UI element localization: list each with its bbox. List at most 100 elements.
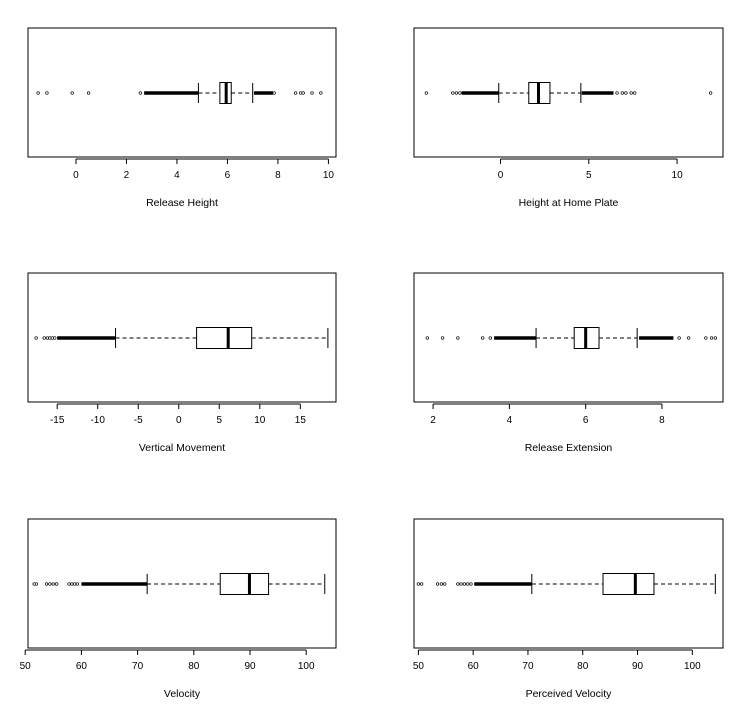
outlier-point [454,91,459,95]
x-tick-label: 100 [684,661,701,672]
outlier-point [677,336,681,340]
x-tick-label: 6 [225,170,231,181]
outlier-point [435,582,440,586]
outlier-point [42,336,46,340]
x-tick-label: 80 [577,661,589,672]
outlier-point [34,336,38,340]
outlier-point [456,582,460,586]
outlier-point [462,582,467,586]
outlier-point [34,582,39,586]
x-tick-label: 100 [298,661,315,672]
x-tick-label: 8 [275,170,281,181]
outlier-point [709,336,714,340]
x-tick-label: 5 [586,170,592,181]
x-tick-label: 80 [188,661,200,672]
x-tick-label: 90 [244,661,256,672]
panel-release-extension: 2 4 6 8 Release Extension [413,272,724,454]
x-tick-label: 70 [132,661,144,672]
x-tick-label: 10 [672,170,684,181]
outlier-point [48,582,52,586]
outlier-point [416,582,421,586]
iqr-box [602,573,655,595]
outlier-point [53,336,57,340]
outlier-point [36,91,40,95]
x-tick-label: 70 [522,661,534,672]
x-tick-label: 50 [413,661,425,672]
x-tick-label: 5 [217,415,223,426]
x-tick-label: -10 [90,415,105,426]
outlier-point [293,91,298,95]
panel-release-height: 0 2 4 6 8 10 Release Height [27,27,337,209]
x-tick-label: 4 [507,415,513,426]
outlier-point [425,336,430,340]
x-tick-label: 50 [20,661,32,672]
iqr-box [196,327,253,349]
x-tick-label: -15 [50,415,65,426]
outlier-point [451,91,455,95]
outlier-point [138,91,142,95]
xlabel-release-extension: Release Extension [525,442,613,454]
outlier-point [51,582,55,586]
xlabel-vertical-movement: Vertical Movement [139,442,225,454]
xlabel-release-height: Release Height [146,197,218,209]
plot-frame [27,27,337,158]
outlier-point [440,336,445,340]
outlier-point [72,582,77,586]
outlier-point [615,91,619,95]
outlier-point [319,91,323,95]
outlier-point [70,582,74,586]
x-tick-label: 60 [468,661,480,672]
panel-vertical-movement: -15 -10 -5 0 5 10 15 Vertical Movement [27,272,337,454]
outlier-point [624,91,628,95]
outlier-point [45,91,49,95]
outlier-point [301,91,305,95]
x-tick-label: -5 [134,415,143,426]
outlier-point [272,91,276,95]
xlabel-velocity: Velocity [164,688,201,700]
panel-perceived-velocity: 50 60 70 80 90 100 Perceived Velocity [413,518,724,700]
outlier-point [44,582,49,586]
xlabel-perceived-velocity: Perceived Velocity [526,688,613,700]
plot-frame [413,27,724,158]
plot-frame [27,518,337,649]
outlier-point [458,91,462,95]
outlier-point [310,91,314,95]
outlier-point [456,336,460,340]
outlier-point [629,91,633,95]
x-tick-label: 4 [174,170,180,181]
outlier-point [75,582,80,586]
plot-frame [27,272,337,403]
plot-frame [413,518,724,649]
x-tick-label: 0 [176,415,182,426]
outlier-point [443,582,447,586]
outlier-point [620,91,625,95]
outlier-point [481,336,485,340]
x-tick-label: 8 [659,415,665,426]
outlier-point [466,582,470,586]
outlier-point [488,336,492,340]
outlier-point [687,336,691,340]
x-tick-label: 10 [254,415,266,426]
x-tick-label: 2 [124,170,130,181]
x-tick-label: 10 [323,170,335,181]
x-tick-label: 60 [76,661,88,672]
x-tick-label: 0 [73,170,79,181]
x-tick-label: 90 [632,661,644,672]
panel-velocity: 50 60 70 80 90 100 Velocity [20,518,337,700]
outlier-point [704,336,708,340]
outlier-point [70,91,74,95]
outlier-point [424,91,429,95]
outlier-point [713,336,718,340]
outlier-point [708,91,713,95]
plot-frame [413,272,724,403]
x-tick-label: 6 [583,415,589,426]
x-tick-label: 2 [430,415,436,426]
x-tick-label: 15 [295,415,307,426]
outlier-point [459,582,463,586]
iqr-box [219,573,270,595]
outlier-point [469,582,473,586]
outlier-point [86,91,91,95]
outlier-point [439,582,444,586]
panel-height-at-home-plate: 0 5 10 Height at Home Plate [413,27,724,209]
